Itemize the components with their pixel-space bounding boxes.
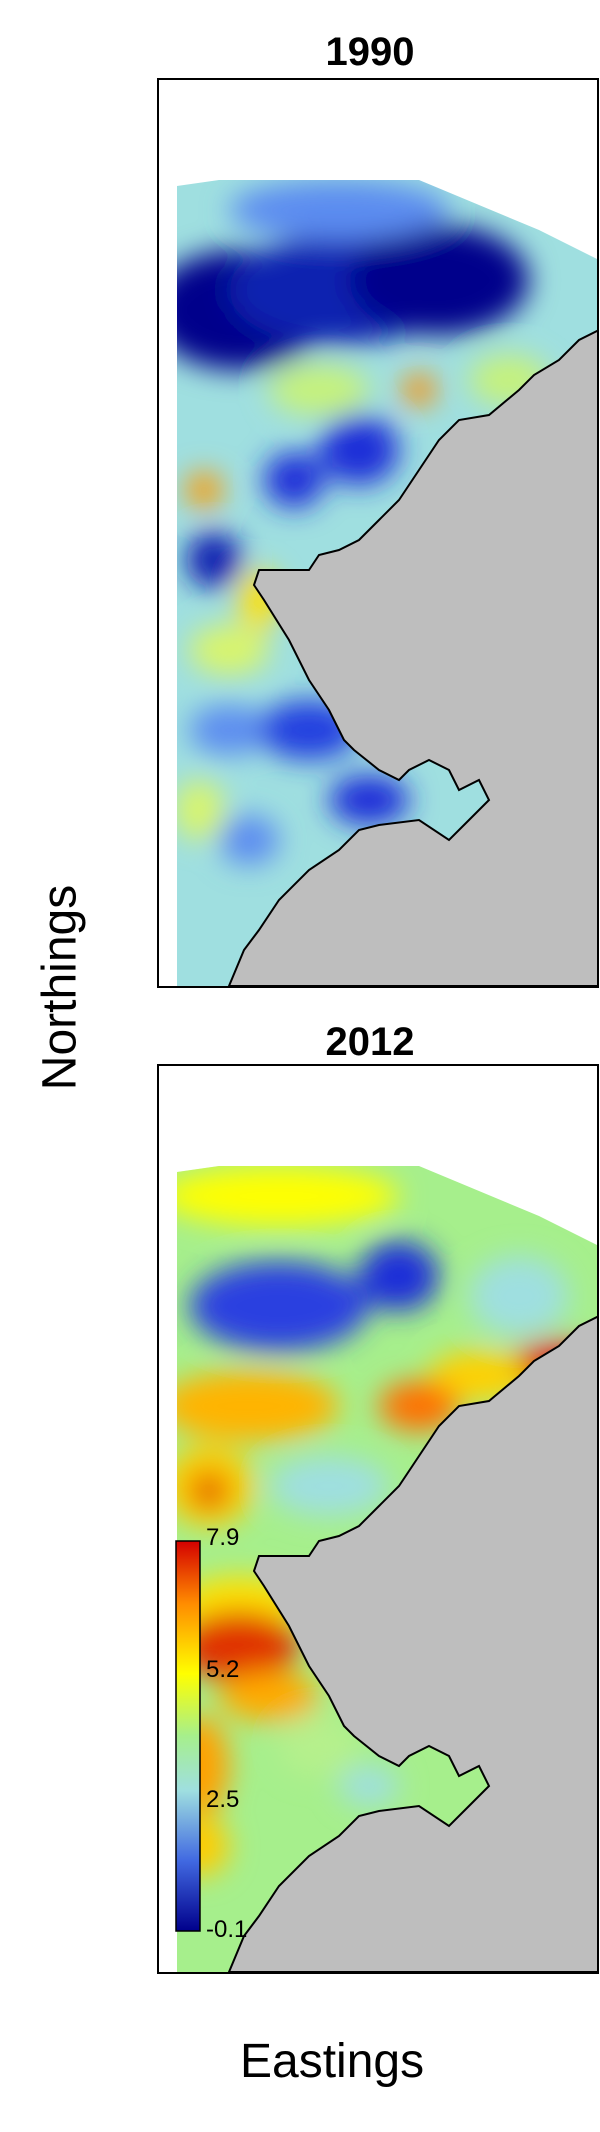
colorbar-tick-min: -0.1: [206, 1916, 248, 1943]
land-1990: [227, 329, 597, 986]
colorbar-tick-3: 2.5: [206, 1786, 240, 1813]
map-svg-2012: [177, 1166, 597, 1972]
map-panel-2012: [157, 1064, 599, 1974]
map-panel-1990: [157, 78, 599, 988]
colorbar: [175, 1540, 201, 1932]
y-axis-label: Northings: [33, 884, 87, 1091]
land-2012: [227, 1315, 597, 1972]
panel-title-2012: 2012: [325, 1020, 415, 1064]
panel-title-1990: 1990: [325, 30, 415, 74]
colorbar-gradient: [175, 1540, 201, 1932]
colorbar-tick-2: 5.2: [206, 1656, 240, 1683]
map-svg-1990: [177, 180, 597, 986]
x-axis-label: Eastings: [240, 2035, 425, 2088]
colorbar-tick-max: 7.9: [206, 1524, 240, 1551]
